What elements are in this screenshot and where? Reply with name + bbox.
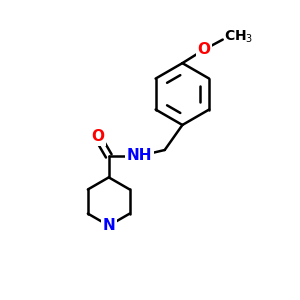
Text: NH: NH [127,148,152,164]
Text: CH$_3$: CH$_3$ [224,29,254,45]
Text: O: O [91,129,104,144]
Text: N: N [102,218,115,233]
Text: O: O [197,42,210,57]
